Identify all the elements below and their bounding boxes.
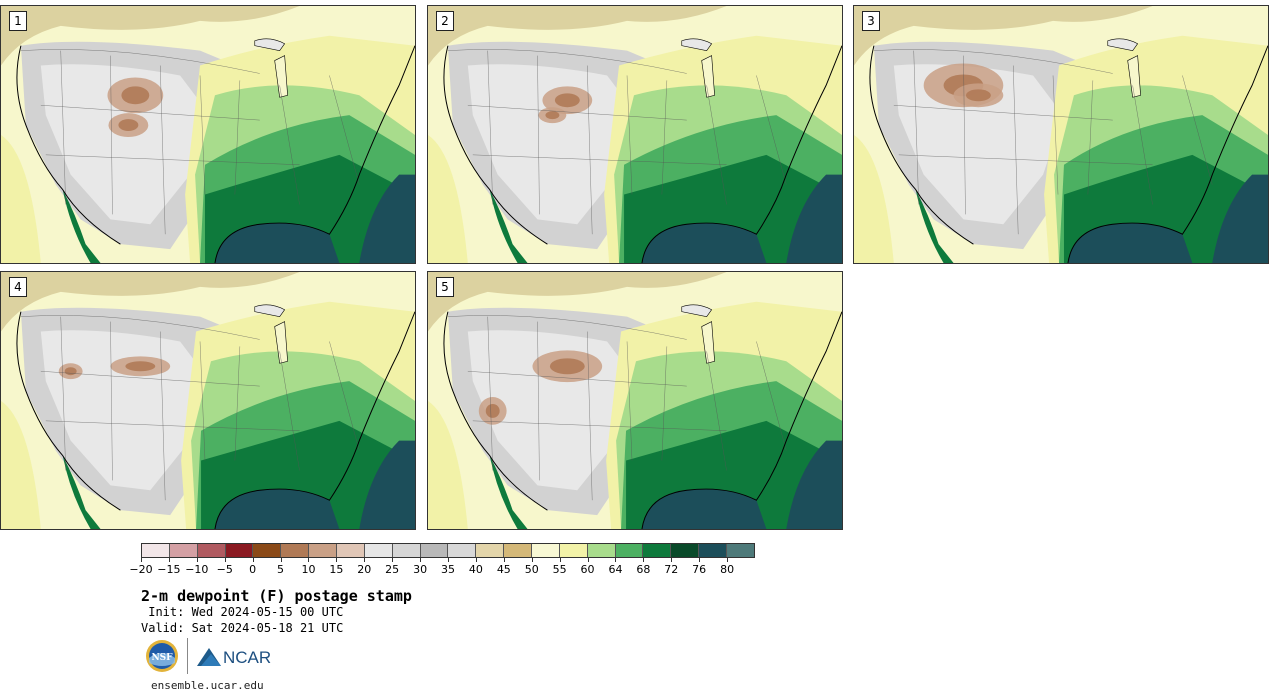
colorbar-swatch xyxy=(587,544,616,557)
colorbar-tick xyxy=(727,558,729,562)
colorbar-swatch xyxy=(225,544,254,557)
member-label: 2 xyxy=(436,11,454,31)
colorbar-tick-label: 35 xyxy=(441,563,455,576)
colorbar-swatch xyxy=(281,544,310,557)
colorbar-tick-label: 60 xyxy=(580,563,595,576)
colorbar-tick xyxy=(503,558,505,562)
colorbar-tick xyxy=(196,558,198,562)
colorbar-swatch xyxy=(169,544,198,557)
colorbar-tick-label: 72 xyxy=(664,563,679,576)
colorbar-tick xyxy=(559,558,561,562)
ncar-logo: NCAR xyxy=(197,648,271,667)
colorbar-tick-label: −15 xyxy=(157,563,181,576)
colorbar-swatch xyxy=(309,544,338,557)
colorbar-tick-label: 5 xyxy=(277,563,285,576)
postage-stamp-panel-2: 2 xyxy=(427,5,843,264)
member-label: 4 xyxy=(9,277,27,297)
valid-time: Valid: Sat 2024-05-18 21 UTC xyxy=(141,621,344,635)
colorbar-swatch xyxy=(671,544,700,557)
colorbar xyxy=(141,543,755,558)
postage-stamp-panel-4: 4 xyxy=(0,271,416,530)
colorbar-swatch xyxy=(643,544,672,557)
colorbar-swatch xyxy=(559,544,588,557)
colorbar-swatch xyxy=(253,544,282,557)
colorbar-tick-label: 15 xyxy=(329,563,344,576)
postage-stamp-panel-5: 5 xyxy=(427,271,843,530)
colorbar-tick-label: 55 xyxy=(552,563,567,576)
member-label: 1 xyxy=(9,11,27,31)
dewpoint-map-2 xyxy=(428,6,842,263)
colorbar-tick-label: 40 xyxy=(468,563,483,576)
colorbar-tick xyxy=(448,558,449,562)
member-label: 3 xyxy=(862,11,880,31)
colorbar-tick xyxy=(224,558,226,562)
colorbar-swatch xyxy=(420,544,449,557)
colorbar-tick-label: −10 xyxy=(185,563,209,576)
colorbar-swatch xyxy=(504,544,533,557)
logo-divider xyxy=(187,638,188,674)
footer-url: ensemble.ucar.edu xyxy=(151,679,264,692)
colorbar-tick-label: 64 xyxy=(608,563,623,576)
colorbar-tick-label: 68 xyxy=(636,563,651,576)
plot-title: 2-m dewpoint (F) postage stamp xyxy=(141,587,412,605)
colorbar-tick-label: 30 xyxy=(413,563,428,576)
colorbar-swatch xyxy=(532,544,560,557)
colorbar-tick xyxy=(615,558,617,562)
dewpoint-map-4 xyxy=(1,272,415,529)
svg-text:NSF: NSF xyxy=(151,653,173,663)
colorbar-tick xyxy=(587,558,589,562)
colorbar-tick xyxy=(336,558,338,562)
colorbar-tick xyxy=(252,558,254,562)
colorbar-tick-label: 50 xyxy=(524,563,539,576)
colorbar-tick xyxy=(141,558,142,562)
colorbar-swatch xyxy=(448,544,477,557)
colorbar-tick xyxy=(671,558,673,562)
colorbar-tick-label: 45 xyxy=(496,563,511,576)
colorbar-tick xyxy=(475,558,477,562)
colorbar-swatch xyxy=(392,544,421,557)
colorbar-swatch xyxy=(727,544,754,557)
dewpoint-map-3 xyxy=(854,6,1268,263)
colorbar-tick xyxy=(420,558,422,562)
colorbar-tick xyxy=(699,558,701,562)
colorbar-tick xyxy=(392,558,394,562)
logos: NSF NCAR xyxy=(143,637,278,677)
colorbar-swatch xyxy=(699,544,728,557)
member-label: 5 xyxy=(436,277,454,297)
colorbar-swatch xyxy=(197,544,226,557)
colorbar-tick-label: 76 xyxy=(692,563,707,576)
colorbar-tick xyxy=(531,558,533,562)
colorbar-tick xyxy=(280,558,282,562)
colorbar-tick-label: 0 xyxy=(249,563,257,576)
dewpoint-map-5 xyxy=(428,272,842,529)
dewpoint-map-1 xyxy=(1,6,415,263)
postage-stamp-panel-3: 3 xyxy=(853,5,1269,264)
colorbar-tick-label: −20 xyxy=(129,563,153,576)
colorbar-tick-label: −5 xyxy=(216,563,233,576)
colorbar-swatch xyxy=(476,544,505,557)
colorbar-tick-label: 10 xyxy=(301,563,316,576)
colorbar-tick-label: 80 xyxy=(720,563,735,576)
colorbar-tick xyxy=(643,558,645,562)
colorbar-swatch xyxy=(615,544,644,557)
colorbar-tick-label: 25 xyxy=(385,563,400,576)
colorbar-swatch xyxy=(337,544,365,557)
colorbar-tick xyxy=(308,558,310,562)
colorbar-tick-label: 20 xyxy=(357,563,372,576)
colorbar-swatch xyxy=(142,544,170,557)
colorbar-tick xyxy=(168,558,170,562)
colorbar-tick xyxy=(364,558,366,562)
colorbar-ticks: −20 −15 −10 −5 0 5 10 15 20 25 30 35 40 45 50 55 60 64 68 7… xyxy=(129,558,755,576)
postage-stamp-panel-1: 1 xyxy=(0,5,416,264)
init-time: Init: Wed 2024-05-15 00 UTC xyxy=(141,605,344,619)
colorbar-swatch xyxy=(364,544,393,557)
svg-text:NCAR: NCAR xyxy=(223,648,271,667)
nsf-logo: NSF xyxy=(146,640,178,672)
